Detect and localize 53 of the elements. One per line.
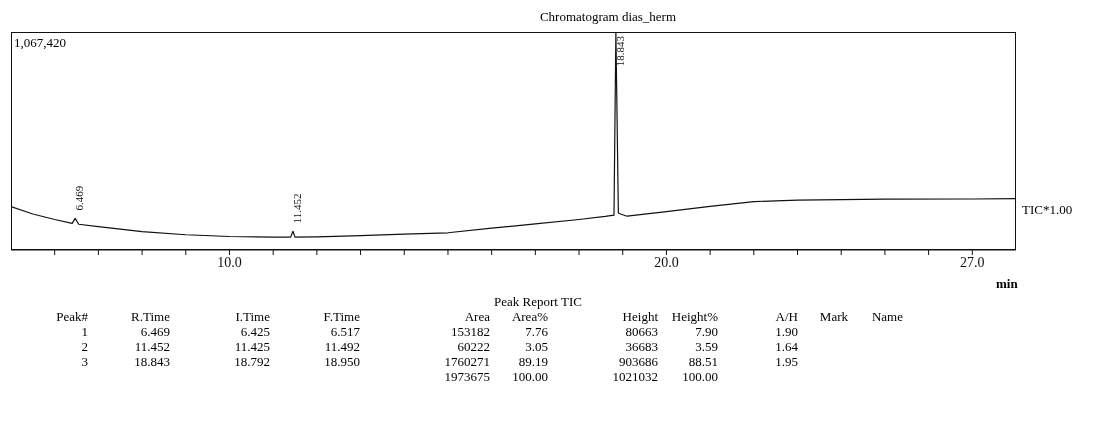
- text: 100.00: [512, 369, 548, 384]
- annotation: 1,067,420: [14, 35, 66, 51]
- category-label: Peak#: [55, 309, 88, 325]
- text: 3.59: [695, 339, 718, 354]
- x-axis-title: min: [996, 276, 1018, 292]
- category-label: I.Time: [234, 309, 270, 325]
- category-label: F.Time: [323, 309, 360, 324]
- text: 153182: [451, 324, 490, 339]
- text: 6.517: [330, 324, 360, 339]
- text: 89.19: [518, 354, 548, 369]
- text: 1021032: [612, 369, 658, 384]
- text: TIC*1.00: [1022, 202, 1073, 219]
- annotation: 18.843: [613, 35, 626, 67]
- category-label: Name: [871, 309, 903, 324]
- text: 18.950: [324, 354, 360, 369]
- category-label: Area%: [511, 309, 548, 324]
- category-label: R.Time: [131, 309, 170, 324]
- category-label: Mark: [819, 309, 848, 324]
- text: 11.492: [324, 339, 360, 354]
- text: 6.469: [140, 324, 170, 339]
- text: 6.425: [240, 324, 270, 339]
- x-tick-label: 10.0: [217, 254, 242, 270]
- text: 3.05: [525, 339, 548, 354]
- chart-title: Chromatogram dias_herm: [538, 8, 678, 26]
- annotation: 6.469: [73, 185, 86, 211]
- category-label: Height%: [671, 309, 718, 324]
- text: 1760271: [444, 354, 490, 369]
- text: 11.425: [234, 339, 270, 354]
- text: 100.00: [682, 369, 718, 384]
- text: 7.76: [525, 324, 548, 339]
- text: 7.90: [695, 324, 718, 339]
- category-label: Area: [463, 309, 490, 325]
- text: 11.452: [134, 339, 170, 354]
- text: 18.843: [134, 354, 170, 369]
- text: 1973675: [444, 369, 490, 384]
- text: 36683: [625, 339, 658, 354]
- text: 903686: [619, 354, 658, 369]
- text: 88.51: [688, 354, 718, 369]
- text: Peak Report TIC: [493, 294, 583, 310]
- x-tick-label: 27.0: [960, 254, 985, 270]
- text: 2: [81, 339, 88, 354]
- text: 1: [81, 324, 88, 339]
- text: 1.64: [775, 339, 798, 354]
- annotation: 11.452: [290, 193, 303, 224]
- x-tick-label: 20.0: [654, 254, 679, 270]
- text: 3: [81, 354, 88, 369]
- text: 80663: [625, 324, 658, 339]
- text: 1.90: [775, 324, 798, 339]
- category-label: A/H: [775, 309, 798, 324]
- category-label: Height: [621, 309, 658, 325]
- text: 60222: [457, 339, 490, 354]
- text: 18.792: [234, 354, 270, 369]
- text: 1.95: [775, 354, 798, 369]
